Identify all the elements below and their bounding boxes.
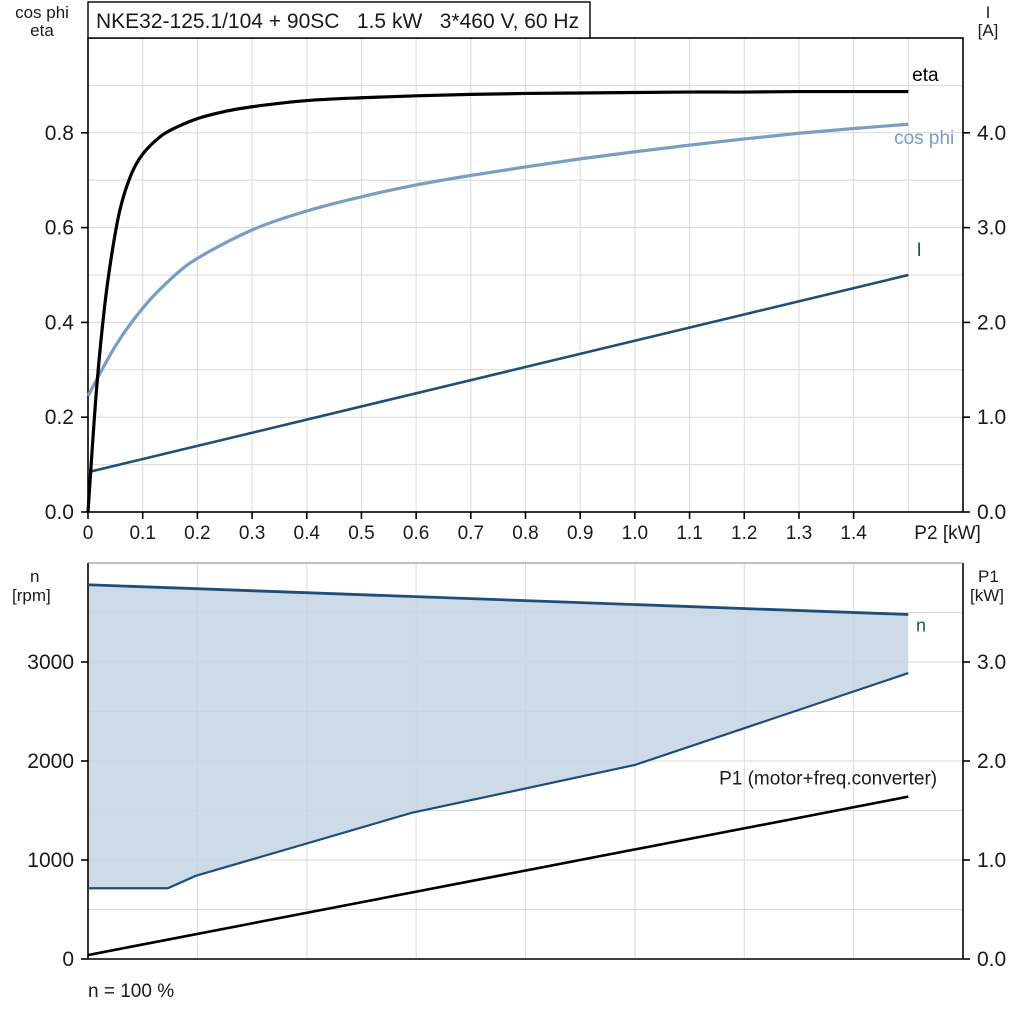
svg-text:3000: 3000 <box>27 651 74 674</box>
svg-text:cos phi: cos phi <box>894 128 954 149</box>
svg-text:P1: P1 <box>978 567 999 586</box>
svg-text:3.0: 3.0 <box>977 217 1006 240</box>
svg-text:0.9: 0.9 <box>567 523 593 544</box>
svg-text:0.6: 0.6 <box>403 523 429 544</box>
svg-text:P1 (motor+freq.converter): P1 (motor+freq.converter) <box>719 768 937 789</box>
svg-text:1.2: 1.2 <box>731 523 757 544</box>
svg-text:[A]: [A] <box>978 21 999 40</box>
svg-text:n: n <box>916 616 926 636</box>
svg-text:n: n <box>30 567 39 586</box>
svg-text:eta: eta <box>912 65 939 86</box>
svg-text:2.0: 2.0 <box>977 750 1006 773</box>
svg-text:3.0: 3.0 <box>977 651 1006 674</box>
svg-text:1.0: 1.0 <box>622 523 648 544</box>
svg-text:1000: 1000 <box>27 849 74 872</box>
svg-text:0.5: 0.5 <box>348 523 374 544</box>
svg-text:0.4: 0.4 <box>294 523 321 544</box>
svg-text:0.8: 0.8 <box>45 122 74 145</box>
svg-text:0: 0 <box>62 948 74 971</box>
svg-text:1.0: 1.0 <box>977 406 1006 429</box>
svg-text:n = 100 %: n = 100 % <box>88 981 174 1002</box>
svg-text:0.6: 0.6 <box>45 217 74 240</box>
svg-text:2.0: 2.0 <box>977 311 1006 334</box>
svg-text:NKE32-125.1/104 + 90SC 1.5 k: NKE32-125.1/104 + 90SC 1.5 kW 3*460 V, 6… <box>96 10 579 33</box>
svg-text:0.2: 0.2 <box>184 523 210 544</box>
svg-text:1.4: 1.4 <box>840 523 867 544</box>
svg-text:[kW]: [kW] <box>970 586 1004 605</box>
svg-text:0: 0 <box>83 523 94 544</box>
svg-text:I: I <box>986 3 991 22</box>
svg-text:1.0: 1.0 <box>977 849 1006 872</box>
svg-text:0.8: 0.8 <box>512 523 538 544</box>
svg-text:2000: 2000 <box>27 750 74 773</box>
svg-text:[rpm]: [rpm] <box>12 586 51 605</box>
svg-text:1.3: 1.3 <box>786 523 812 544</box>
svg-text:eta: eta <box>30 21 54 40</box>
svg-text:0.0: 0.0 <box>977 948 1006 971</box>
svg-text:cos phi: cos phi <box>15 3 69 22</box>
svg-text:1.1: 1.1 <box>676 523 702 544</box>
svg-text:4.0: 4.0 <box>977 122 1006 145</box>
svg-text:0.0: 0.0 <box>45 501 74 524</box>
svg-text:0.0: 0.0 <box>977 501 1006 524</box>
svg-text:P2 [kW]: P2 [kW] <box>914 523 981 544</box>
svg-text:0.7: 0.7 <box>458 523 484 544</box>
svg-text:0.2: 0.2 <box>45 406 74 429</box>
svg-text:0.3: 0.3 <box>239 523 265 544</box>
svg-text:0.1: 0.1 <box>129 523 155 544</box>
svg-text:I: I <box>917 240 922 261</box>
svg-text:0.4: 0.4 <box>45 311 75 334</box>
